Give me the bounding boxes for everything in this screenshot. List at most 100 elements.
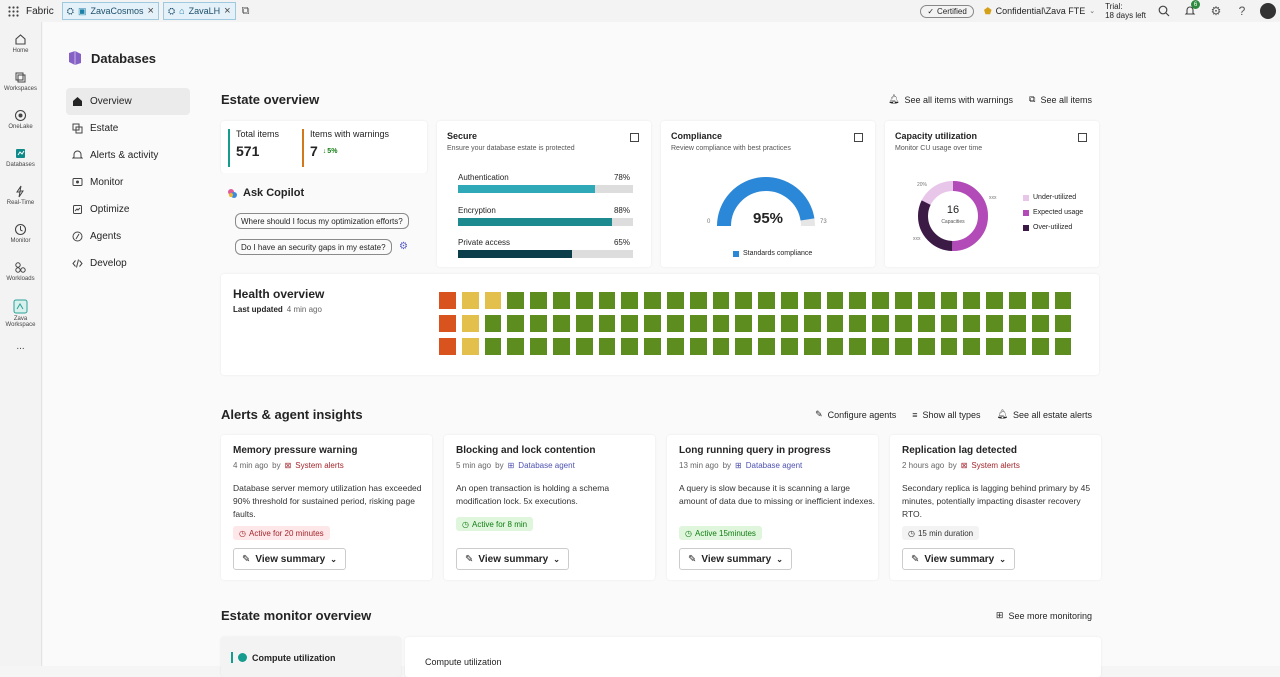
nav-item-develop[interactable]: Develop [66, 250, 190, 277]
health-cell[interactable] [621, 292, 639, 309]
gear-icon[interactable]: ⚙ [1210, 4, 1222, 18]
health-cell[interactable] [940, 292, 958, 309]
alert-source[interactable]: System alerts [971, 461, 1020, 470]
health-cell[interactable] [666, 315, 684, 332]
health-cell[interactable] [1031, 338, 1049, 355]
tab-zavalh[interactable]: ⛭ ⌂ ZavaLH × [162, 2, 236, 20]
copilot-suggestion[interactable]: Do I have an security gaps in my estate? [235, 239, 392, 255]
notifications-icon[interactable]: 6 [1182, 0, 1200, 19]
sensitivity-label[interactable]: ⬟ Confidential\Zava FTE ⌄ [984, 6, 1095, 17]
health-cell[interactable] [598, 315, 616, 332]
health-cell[interactable] [689, 292, 707, 309]
see-more-monitoring-link[interactable]: ⊞ See more monitoring [996, 610, 1092, 621]
rail-item-real-time[interactable]: Real-Time [0, 176, 41, 214]
health-cell[interactable] [735, 315, 753, 332]
health-cell[interactable] [461, 338, 479, 355]
alert-card[interactable]: Blocking and lock contention 5 min ago by… [444, 435, 655, 580]
copy-icon[interactable]: ⧉ [241, 4, 250, 17]
health-cell[interactable] [644, 338, 661, 355]
health-cell[interactable] [712, 338, 730, 355]
health-cell[interactable] [963, 292, 981, 309]
alert-source[interactable]: System alerts [295, 461, 344, 470]
health-cell[interactable] [461, 315, 479, 332]
health-cell[interactable] [826, 338, 844, 355]
rail-item-databases[interactable]: Databases [0, 138, 41, 176]
rail-item-zava-workspace[interactable]: Zava Workspace [0, 290, 41, 336]
health-cell[interactable] [1008, 338, 1026, 355]
view-summary-button[interactable]: ✎ View summary ⌄ [679, 548, 792, 570]
health-cell[interactable] [917, 315, 935, 332]
health-cell[interactable] [530, 338, 547, 355]
copilot-sparkle-icon[interactable]: ⚙ [399, 241, 408, 252]
health-cell[interactable] [986, 315, 1003, 332]
alert-source[interactable]: Database agent [745, 461, 803, 470]
health-cell[interactable] [986, 292, 1003, 309]
health-cell[interactable] [507, 292, 525, 309]
health-cell[interactable] [758, 315, 775, 332]
close-icon[interactable]: × [147, 5, 154, 17]
alert-card[interactable]: Memory pressure warning 4 min ago by ⊠ Syst… [221, 435, 432, 580]
health-cell[interactable] [552, 338, 570, 355]
alert-card[interactable]: Long running query in progress 13 min ag… [667, 435, 878, 580]
view-summary-button[interactable]: ✎ View summary ⌄ [233, 548, 346, 570]
compliance-card[interactable]: Compliance Review compliance with best p… [661, 121, 875, 267]
open-external-icon[interactable] [630, 133, 639, 142]
health-cell[interactable] [1008, 292, 1026, 309]
health-cell[interactable] [666, 292, 684, 309]
health-cell[interactable] [872, 315, 889, 332]
see-all-estate-alerts-link[interactable]: 🔔︎ See all estate alerts [997, 409, 1092, 420]
help-icon[interactable]: ? [1238, 4, 1246, 18]
secure-card[interactable]: Secure Ensure your database estate is pr… [437, 121, 651, 267]
health-cell[interactable] [1008, 315, 1026, 332]
health-cell[interactable] [598, 292, 616, 309]
rail-item-onelake[interactable]: OneLake [0, 100, 41, 138]
trial-status[interactable]: Trial: 18 days left [1105, 2, 1146, 20]
alert-card[interactable]: Replication lag detected 2 hours ago by ⊠ S… [890, 435, 1101, 580]
health-cell[interactable] [735, 292, 753, 309]
health-cell[interactable] [872, 338, 889, 355]
rail-item-home[interactable]: Home [0, 24, 41, 62]
health-cell[interactable] [461, 292, 479, 309]
health-cell[interactable] [894, 292, 912, 309]
health-overview-card[interactable]: Health overview Last updated 4 min ago [221, 274, 1099, 375]
alert-source[interactable]: Database agent [518, 461, 575, 470]
search-icon[interactable] [1156, 3, 1172, 19]
health-cell[interactable] [484, 292, 502, 309]
health-cell[interactable] [986, 338, 1003, 355]
health-cell[interactable] [963, 315, 981, 332]
health-cell[interactable] [689, 338, 707, 355]
capacity-card[interactable]: Capacity utilization Monitor CU usage ov… [885, 121, 1099, 267]
health-cell[interactable] [849, 315, 867, 332]
health-cell[interactable] [575, 338, 593, 355]
nav-item-alerts-activity[interactable]: Alerts & activity [66, 142, 190, 169]
health-cell[interactable] [621, 338, 639, 355]
health-cell[interactable] [439, 338, 456, 355]
health-cell[interactable] [689, 315, 707, 332]
health-cell[interactable] [1054, 315, 1072, 332]
certified-badge[interactable]: ✓ Certified [920, 4, 974, 18]
copilot-suggestion[interactable]: Where should I focus my optimization eff… [235, 213, 409, 229]
warnings-stat[interactable]: Items with warnings 7 ↓ 5% [302, 129, 389, 167]
tab-zavacosmos[interactable]: ⛭ ▣ ZavaCosmos × [61, 2, 159, 20]
health-cell[interactable] [872, 292, 889, 309]
configure-agents-link[interactable]: ✎ Configure agents [815, 409, 896, 420]
open-external-icon[interactable] [854, 133, 863, 142]
avatar[interactable] [1260, 3, 1276, 19]
health-cell[interactable] [917, 338, 935, 355]
health-cell[interactable] [712, 292, 730, 309]
metric-item-compute[interactable]: Compute utilization [231, 652, 336, 663]
health-cell[interactable] [552, 315, 570, 332]
health-cell[interactable] [940, 315, 958, 332]
health-cell[interactable] [1054, 292, 1072, 309]
health-cell[interactable] [894, 315, 912, 332]
health-cell[interactable] [826, 292, 844, 309]
rail-item-more[interactable]: ... [0, 336, 41, 356]
health-cell[interactable] [484, 338, 502, 355]
health-cell[interactable] [894, 338, 912, 355]
rail-item-workloads[interactable]: Workloads [0, 252, 41, 290]
health-cell[interactable] [1054, 338, 1072, 355]
rail-item-workspaces[interactable]: Workspaces [0, 62, 41, 100]
health-cell[interactable] [507, 338, 525, 355]
health-cell[interactable] [735, 338, 753, 355]
health-cell[interactable] [780, 315, 798, 332]
